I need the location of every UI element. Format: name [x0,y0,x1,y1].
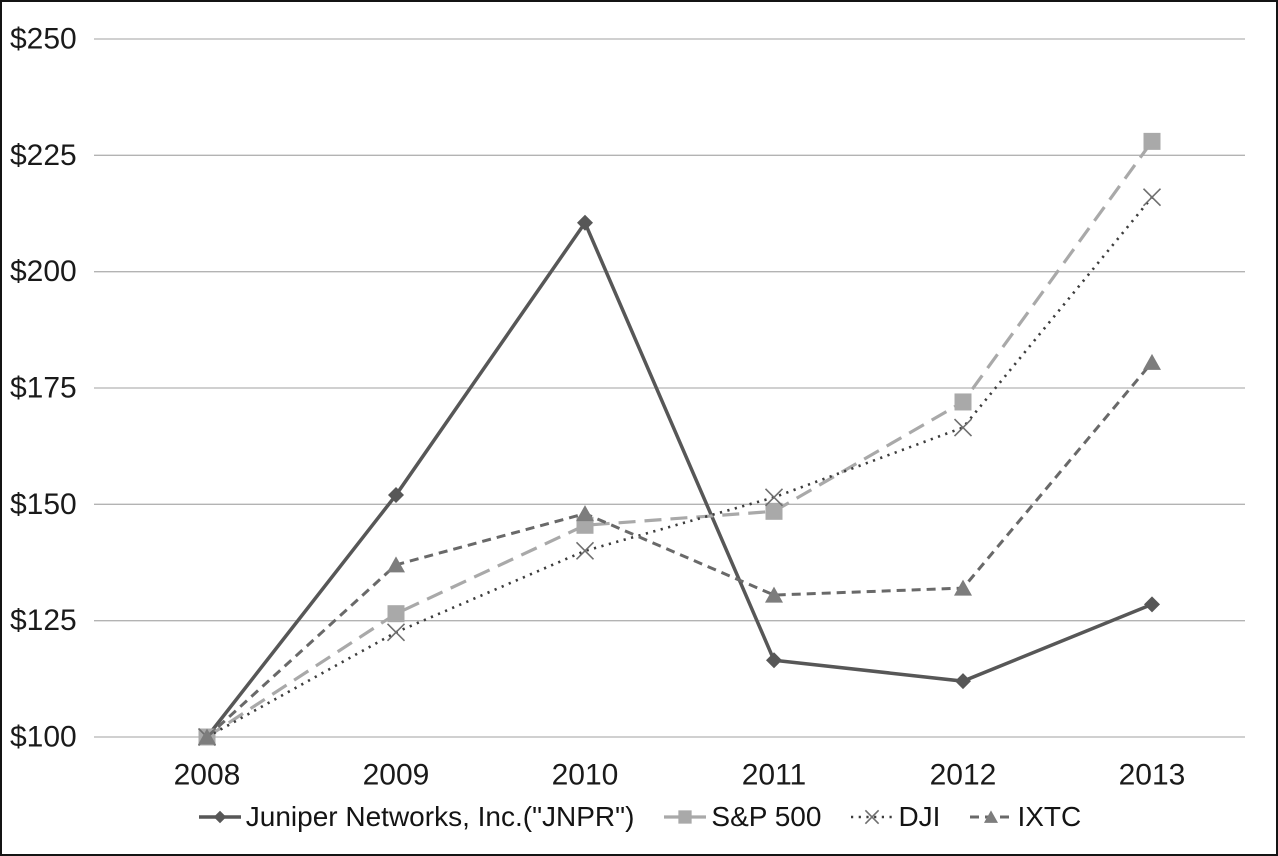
diamond-marker-icon [577,214,593,231]
x-marker-icon [386,623,406,642]
y-axis-tick-label: $100 [10,721,77,754]
square-marker-icon [678,810,693,824]
triangle-marker-icon [954,579,972,596]
x-axis-tick-label: 2012 [930,759,997,792]
triangle-marker-icon [1143,353,1161,370]
y-axis-tick-label: $125 [10,604,77,637]
series-line-juniper-networks-inc-jnpr [205,219,1153,739]
x-axis-tick-label: 2010 [552,759,619,792]
triangle-marker-icon [576,505,594,522]
x-marker-icon [764,488,784,507]
y-axis-tick-label: $175 [10,372,77,405]
x-marker-icon [865,809,880,825]
legend-item-ixtc: IXTC [968,801,1081,833]
diamond-legend-icon [198,810,241,824]
y-axis-tick-label: $200 [10,255,77,288]
triangle-marker-icon [765,586,783,603]
legend-item-s-p-500: S&P 500 [662,801,821,833]
y-axis-tick-label: $250 [10,23,77,56]
y-axis-tick-label: $225 [10,139,77,172]
series-line-dji [206,196,1154,739]
square-marker-icon [765,502,783,520]
x-axis-tick-label: 2008 [174,759,241,792]
diamond-marker-icon [213,810,227,824]
x-marker-icon [1142,188,1162,207]
triangle-legend-icon [970,810,1013,823]
series-line-ixtc [205,361,1154,739]
x-marker-icon [575,541,595,560]
diamond-marker-icon [766,652,782,669]
triangle-marker-icon [198,728,216,745]
diamond-marker-icon [388,487,404,504]
y-axis-tick-label: $150 [10,488,77,521]
legend-item-dji: DJI [849,801,940,833]
square-marker-icon [1143,132,1161,150]
x-marker-icon [953,418,973,437]
legend-label: S&P 500 [711,801,822,832]
x-axis-tick-label: 2013 [1119,759,1186,792]
legend-item-juniper-networks-inc-jnpr: Juniper Networks, Inc.("JNPR") [197,801,635,833]
square-marker-icon [954,393,972,411]
triangle-marker-icon [984,810,999,823]
legend-label: DJI [898,801,941,832]
square-marker-icon [387,605,405,623]
diamond-marker-icon [955,673,971,690]
triangle-marker-icon [387,556,405,573]
x-axis-tick-label: 2009 [363,759,430,792]
legend-label: IXTC [1017,801,1082,832]
diamond-marker-icon [1144,596,1160,613]
legend-label: Juniper Networks, Inc.("JNPR") [245,801,635,832]
chart-legend: Juniper Networks, Inc.("JNPR") S&P 500 DJI… [2,801,1276,833]
x-axis-tick-label: 2011 [742,759,807,792]
square-legend-icon [664,810,707,824]
series-line-s-p-500 [206,140,1154,739]
x-legend-icon [851,809,894,825]
